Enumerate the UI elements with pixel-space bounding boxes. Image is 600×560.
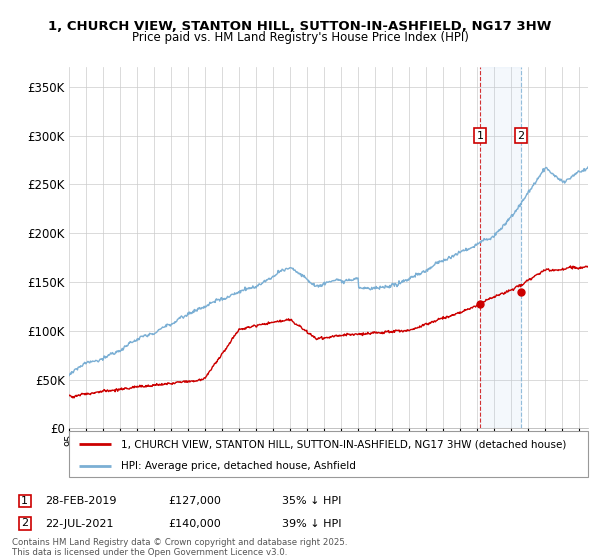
Text: Contains HM Land Registry data © Crown copyright and database right 2025.
This d: Contains HM Land Registry data © Crown c… bbox=[12, 538, 347, 557]
Text: 28-FEB-2019: 28-FEB-2019 bbox=[45, 496, 116, 506]
Text: £140,000: £140,000 bbox=[168, 519, 221, 529]
Text: 22-JUL-2021: 22-JUL-2021 bbox=[45, 519, 113, 529]
FancyBboxPatch shape bbox=[19, 517, 31, 530]
FancyBboxPatch shape bbox=[19, 494, 31, 507]
Text: Price paid vs. HM Land Registry's House Price Index (HPI): Price paid vs. HM Land Registry's House … bbox=[131, 31, 469, 44]
Bar bbox=[480, 67, 521, 428]
Text: 35% ↓ HPI: 35% ↓ HPI bbox=[282, 496, 341, 506]
Text: 39% ↓ HPI: 39% ↓ HPI bbox=[282, 519, 341, 529]
Text: 1, CHURCH VIEW, STANTON HILL, SUTTON-IN-ASHFIELD, NG17 3HW (detached house): 1, CHURCH VIEW, STANTON HILL, SUTTON-IN-… bbox=[121, 439, 566, 449]
Text: 1: 1 bbox=[21, 496, 28, 506]
Text: 2: 2 bbox=[21, 519, 28, 528]
Text: 1: 1 bbox=[476, 130, 484, 141]
Text: 1, CHURCH VIEW, STANTON HILL, SUTTON-IN-ASHFIELD, NG17 3HW: 1, CHURCH VIEW, STANTON HILL, SUTTON-IN-… bbox=[49, 20, 551, 32]
Text: £127,000: £127,000 bbox=[168, 496, 221, 506]
Text: 2: 2 bbox=[517, 130, 524, 141]
Text: HPI: Average price, detached house, Ashfield: HPI: Average price, detached house, Ashf… bbox=[121, 461, 356, 470]
FancyBboxPatch shape bbox=[69, 431, 588, 477]
